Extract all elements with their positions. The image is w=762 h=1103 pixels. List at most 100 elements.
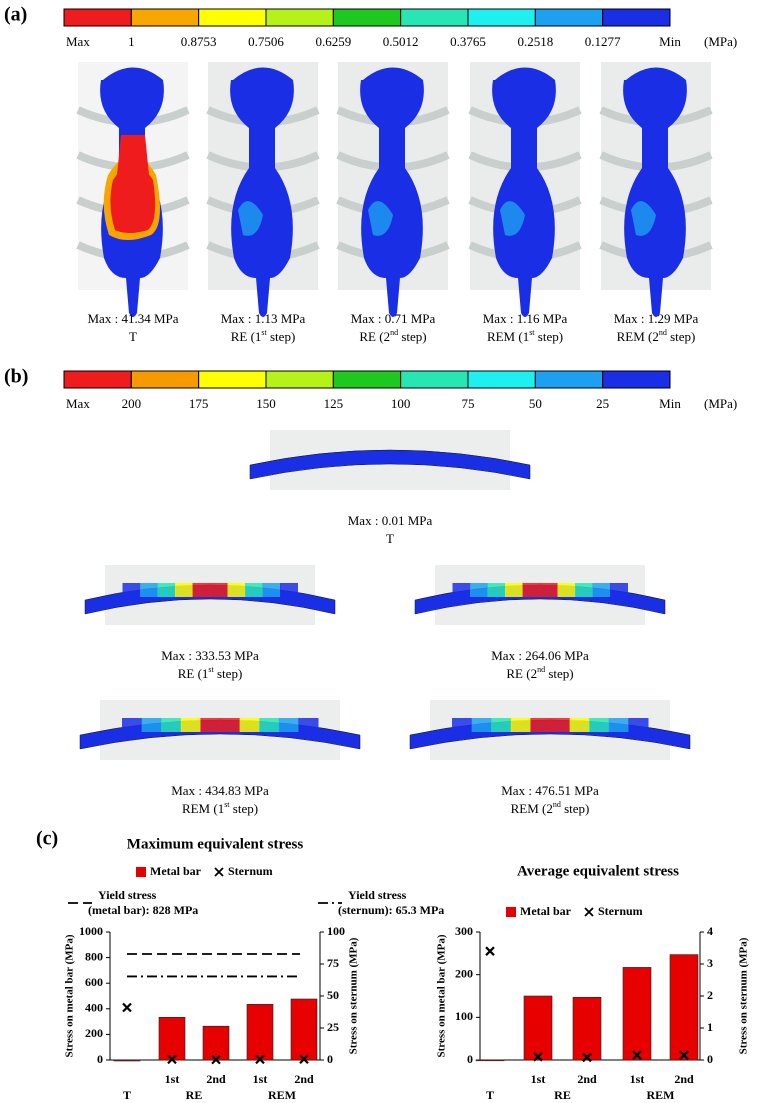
caption-case: REM (1st step) <box>182 800 258 816</box>
stress-zone <box>227 583 246 597</box>
caption-part: step) <box>230 801 259 816</box>
x-group-label: REM <box>647 1088 675 1102</box>
sternum-marker <box>584 907 594 917</box>
panel-label: (c) <box>36 828 58 850</box>
stress-zone <box>522 583 541 597</box>
model-image <box>599 62 713 317</box>
sternum-marker <box>211 1054 221 1065</box>
caption-case: RE (2nd step) <box>359 328 426 344</box>
caption-max: Max : 0.71 MPa <box>351 311 436 326</box>
caption-max: Max : 41.34 MPa <box>88 311 179 326</box>
colorbar-label: 0.2518 <box>517 34 553 49</box>
y-tick-label: 300 <box>455 924 473 938</box>
colorbar-segment <box>198 8 267 27</box>
stress-zone <box>589 718 610 732</box>
caption-case: RE (1st step) <box>231 328 296 344</box>
colorbar-label: 0.3765 <box>450 34 486 49</box>
stress-zone <box>239 718 260 732</box>
caption-case: REM (1st step) <box>487 328 563 344</box>
stress-zone <box>298 718 319 732</box>
x-tick-label: T <box>123 1088 131 1102</box>
colorbar-segment <box>534 8 604 27</box>
caption-part: RE (1 <box>178 666 209 681</box>
stress-zone <box>175 583 193 597</box>
colorbar-segment <box>63 8 132 27</box>
y2-tick-label: 4 <box>707 924 713 938</box>
colorbar-segment <box>602 8 671 27</box>
caption-part: st <box>224 800 230 809</box>
colorbar-label: 125 <box>324 396 344 411</box>
model-image <box>79 700 361 760</box>
colorbar-segment <box>265 370 334 389</box>
panel-label: (a) <box>4 4 27 26</box>
stress-zone <box>575 583 593 597</box>
model-image <box>76 62 190 317</box>
colorbar-segment <box>130 8 200 27</box>
reference-label: (metal bar): 828 MPa <box>88 903 198 917</box>
colorbar-label: 75 <box>462 396 475 411</box>
stress-zone <box>122 718 143 732</box>
x-group-label: RE <box>554 1088 571 1102</box>
y2-tick-label: 3 <box>707 956 713 970</box>
x-tick-label: 1st <box>630 1072 645 1086</box>
x-tick-label: 2nd <box>294 1072 314 1086</box>
colorbar-label: 50 <box>529 396 542 411</box>
x-tick-label: T <box>486 1088 494 1102</box>
stress-zone <box>122 583 141 597</box>
colorbar-segment <box>400 370 469 389</box>
colorbar-segment <box>602 370 671 389</box>
y2-tick-label: 1 <box>707 1020 713 1034</box>
legend-label: Sternum <box>598 904 643 918</box>
caption-max: Max : 1.29 MPa <box>614 311 699 326</box>
y-tick-label: 1000 <box>79 924 103 938</box>
sternum-marker <box>485 946 495 956</box>
stress-zone <box>470 583 488 597</box>
model-image <box>249 430 531 490</box>
stress-zone <box>141 718 162 732</box>
colorbar-segment <box>63 370 132 389</box>
stress-zone <box>259 718 280 732</box>
y2-axis-title: Stress on sternum (MPa) <box>738 937 750 1054</box>
y-axis-title: Stress on metal bar (MPa) <box>64 934 76 1057</box>
stress-zone <box>452 718 473 732</box>
stress-zone <box>471 718 492 732</box>
sternum <box>623 67 687 317</box>
stress-zone <box>140 583 158 597</box>
reference-label: Yield stress <box>98 888 157 902</box>
sternum-marker <box>299 1054 309 1065</box>
caption-part: RE (2 <box>359 329 390 344</box>
caption-part: T <box>386 531 394 546</box>
stress-zone <box>220 718 241 732</box>
y-tick-label: 800 <box>85 949 103 963</box>
x-tick-label: 2nd <box>577 1072 597 1086</box>
caption-max: Max : 0.01 MPa <box>348 513 433 528</box>
caption-part: REM (2 <box>511 801 553 816</box>
colorbar-label: Min <box>659 34 681 49</box>
caption-part: st <box>529 328 535 337</box>
reference-label: (sternum): 65.3 MPa <box>338 903 444 917</box>
caption-case: RE (2nd step) <box>506 665 573 681</box>
sternum-marker <box>214 867 224 877</box>
colorbar-label: 0.1277 <box>585 34 621 49</box>
caption-part: step) <box>535 329 564 344</box>
bar <box>572 996 602 1061</box>
sternum-marker <box>679 1050 689 1060</box>
model-image <box>468 62 582 317</box>
caption-part: step) <box>398 329 427 344</box>
y2-tick-label: 0 <box>707 1052 713 1066</box>
colorbar-label: Max <box>66 396 90 411</box>
colorbar-label: Max <box>66 34 90 49</box>
caption-part: RE (1 <box>231 329 262 344</box>
bar <box>202 1025 230 1061</box>
y-tick-label: 200 <box>85 1026 103 1040</box>
stress-zone <box>610 583 628 597</box>
stress-zone <box>278 718 299 732</box>
stress-zone <box>500 201 525 236</box>
caption-part: T <box>129 329 137 344</box>
colorbar-label: 150 <box>256 396 276 411</box>
colorbar-segment <box>198 370 267 389</box>
caption-max: Max : 333.53 MPa <box>161 648 259 663</box>
y-tick-label: 200 <box>455 966 473 980</box>
legend-label: Metal bar <box>150 864 202 878</box>
stress-zone <box>569 718 590 732</box>
